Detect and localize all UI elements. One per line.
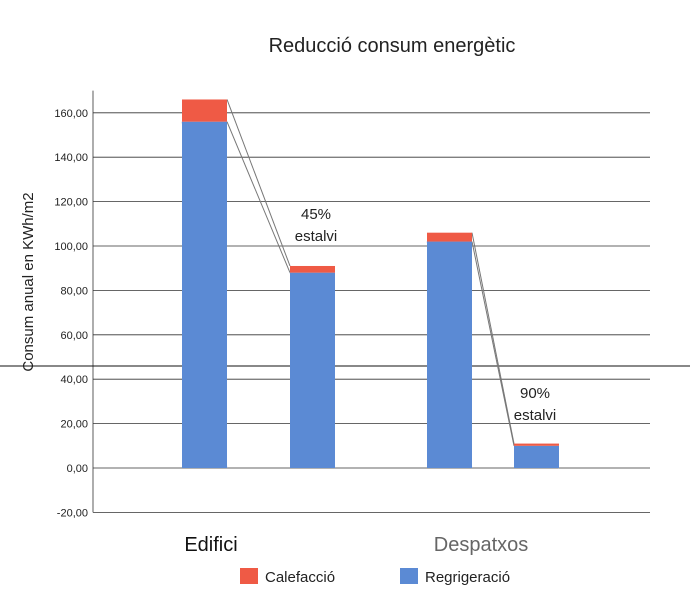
bar-regrigeracio	[514, 445, 559, 468]
y-tick-label: 100,00	[54, 241, 88, 253]
y-tick-label: 120,00	[54, 197, 88, 209]
y-tick-label: 40,00	[60, 374, 88, 386]
y-tick-label: -20,00	[57, 507, 88, 519]
legend: Calefacció Regrigeració	[240, 568, 510, 586]
legend-label: Calefacció	[265, 569, 335, 586]
savings-word: estalvi	[514, 407, 557, 424]
chart-title: Reducció consum energètic	[269, 35, 516, 57]
bar-regrigeracio	[427, 241, 472, 468]
savings-percent: 90%	[520, 385, 550, 402]
reduction-connectors	[181, 99, 560, 469]
savings-word: estalvi	[295, 228, 338, 245]
y-axis-label: Consum anual en KWh/m2	[20, 192, 37, 371]
legend-swatch	[400, 568, 418, 584]
y-tick-label: 20,00	[60, 419, 88, 431]
bar-calefaccio	[427, 232, 472, 242]
y-tick-label: 160,00	[54, 108, 88, 120]
bars	[182, 99, 559, 469]
y-tick-label: 0,00	[67, 463, 88, 475]
bar-calefaccio	[290, 265, 335, 273]
legend-label: Regrigeració	[425, 569, 510, 586]
savings-annotations: 45% estalvi 90% estalvi	[295, 206, 557, 424]
savings-percent: 45%	[301, 206, 331, 223]
group-label: Edifici	[184, 534, 237, 556]
y-axis-ticks: -20,00 0,00 20,00 40,00 60,00 80,00 100,00 120,…	[54, 108, 88, 520]
connector-line	[471, 232, 515, 444]
connector-line	[471, 241, 515, 446]
group-labels: Edifici Despatxos	[184, 534, 528, 556]
y-tick-label: 140,00	[54, 152, 88, 164]
connector-line	[226, 99, 291, 267]
bar-regrigeracio	[182, 121, 227, 469]
connector-line	[226, 121, 291, 273]
y-tick-label: 60,00	[60, 330, 88, 342]
y-tick-label: 80,00	[60, 285, 88, 297]
bar-calefaccio	[514, 443, 559, 446]
bar-regrigeracio	[290, 272, 335, 468]
gridlines	[0, 90, 690, 513]
bar-calefaccio	[182, 99, 227, 122]
group-label: Despatxos	[434, 534, 529, 556]
legend-swatch	[240, 568, 258, 584]
